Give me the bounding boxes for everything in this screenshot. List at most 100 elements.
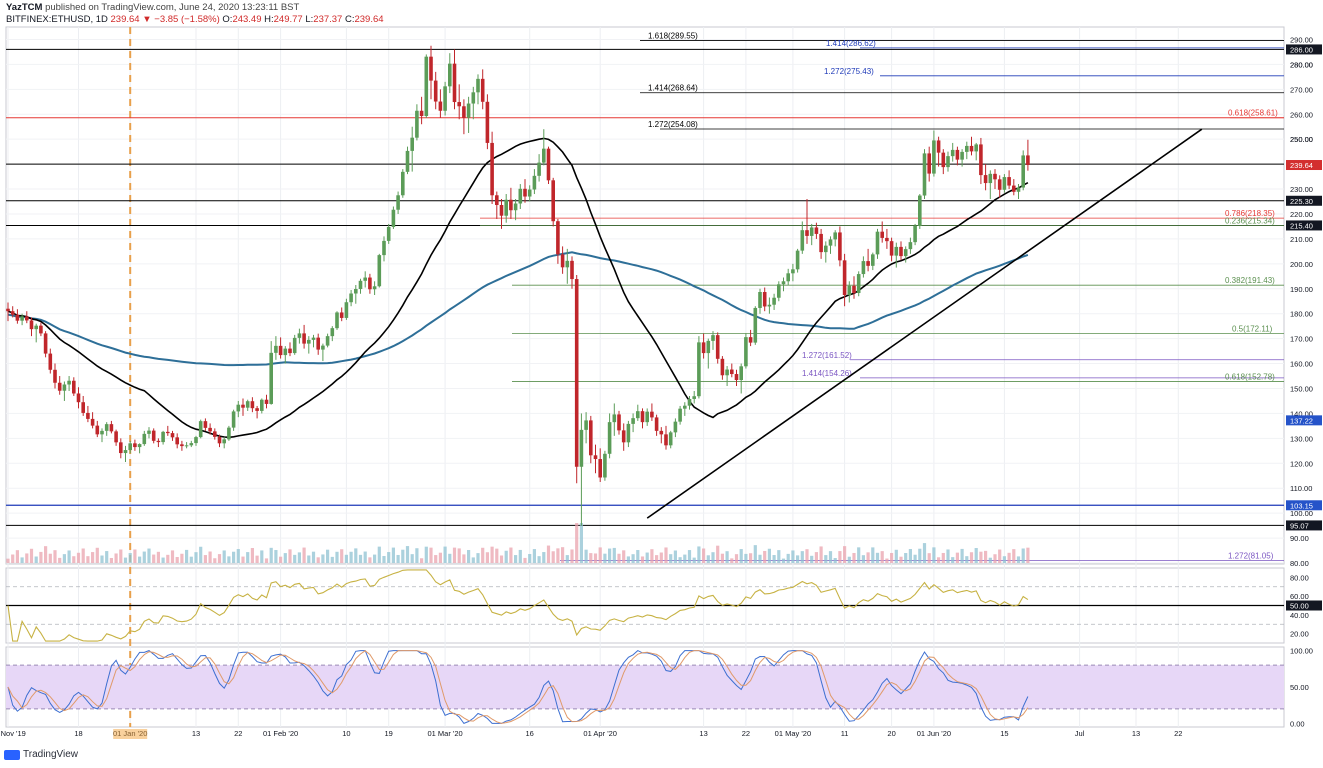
candle-body xyxy=(960,151,964,160)
volume-bar xyxy=(791,550,795,563)
candle-body xyxy=(43,333,48,354)
y-axis-label: 90.00 xyxy=(1290,534,1309,543)
candle-body xyxy=(25,316,29,321)
volume-bar xyxy=(387,552,391,563)
candle-body xyxy=(29,320,34,330)
volume-bar xyxy=(279,556,283,563)
candle-body xyxy=(744,337,748,367)
rsi-axis-label: 60.00 xyxy=(1290,592,1309,601)
volume-bar xyxy=(499,555,504,563)
candle-body xyxy=(537,162,541,176)
candle-body xyxy=(640,411,645,423)
fib-level-label: 1.414(154.26) xyxy=(802,369,852,378)
candle-body xyxy=(363,277,367,281)
candle-body xyxy=(762,292,767,307)
x-axis-label: 18 xyxy=(74,729,82,738)
x-axis-label: 10 xyxy=(342,729,350,738)
volume-bar xyxy=(843,546,847,563)
volume-bar xyxy=(203,555,207,563)
candle-body xyxy=(471,92,476,104)
candle-body xyxy=(593,455,598,460)
volume-bar xyxy=(593,553,598,563)
candle-body xyxy=(871,254,875,266)
candle-body xyxy=(1021,155,1025,188)
candle-body xyxy=(67,380,71,385)
volume-bar xyxy=(250,548,254,563)
volume-bar xyxy=(598,547,602,563)
candle-body xyxy=(316,337,320,350)
volume-bar xyxy=(123,557,128,563)
fib-level-label: 1.414(286.62) xyxy=(826,39,876,48)
volume-bar xyxy=(114,553,118,563)
y-axis-label: 280.00 xyxy=(1290,60,1313,69)
candle-body xyxy=(988,173,993,184)
candle-body xyxy=(386,226,391,241)
tradingview-brand: TradingView xyxy=(23,749,79,760)
volume-bar xyxy=(655,555,659,563)
candle-body xyxy=(1012,185,1016,192)
candle-body xyxy=(443,86,447,111)
tradingview-logo[interactable]: TradingView xyxy=(4,749,78,760)
volume-bar xyxy=(377,546,381,563)
x-axis-label: 22 xyxy=(234,729,242,738)
candle-body xyxy=(396,195,400,210)
y-axis-label: 150.00 xyxy=(1290,384,1313,393)
volume-bar xyxy=(777,550,781,563)
volume-bar xyxy=(53,550,57,563)
volume-bar xyxy=(885,558,889,563)
candle-body xyxy=(668,432,673,446)
close-value: 239.64 xyxy=(354,14,384,25)
y-axis-label: 160.00 xyxy=(1290,360,1313,369)
volume-bar xyxy=(979,551,983,563)
candle-body xyxy=(574,279,579,467)
candle-body xyxy=(6,308,10,312)
volume-bar xyxy=(927,553,931,563)
candle-body xyxy=(147,430,151,434)
candle-body xyxy=(184,445,189,447)
volume-bar xyxy=(81,548,85,563)
volume-bar xyxy=(241,556,245,563)
volume-bar xyxy=(828,551,833,563)
candle-body xyxy=(885,237,889,242)
candle-body xyxy=(795,250,800,270)
fib-level-label: 1.272(81.05) xyxy=(1228,551,1274,560)
candle-body xyxy=(166,431,170,434)
x-axis-label: 19 xyxy=(385,729,393,738)
volume-bar xyxy=(720,553,724,563)
volume-bar xyxy=(518,549,522,563)
volume-bar xyxy=(91,552,95,563)
candle-body xyxy=(452,63,457,103)
volume-bar xyxy=(692,557,696,563)
candle-body xyxy=(485,101,490,143)
volume-bar xyxy=(951,557,955,563)
volume-bar xyxy=(796,555,800,563)
volume-bar xyxy=(311,551,316,563)
volume-bar xyxy=(415,548,419,563)
candle-body xyxy=(415,110,419,138)
stoch-axis-label: 100.00 xyxy=(1290,647,1313,656)
volume-bar xyxy=(800,551,804,563)
candle-body xyxy=(354,289,358,294)
volume-bar xyxy=(697,546,701,563)
candle-body xyxy=(781,281,786,285)
volume-bar xyxy=(481,547,485,563)
volume-bar xyxy=(814,552,818,563)
symbol-info-bar: BITFINEX:ETHUSD, 1D 239.64 ▼ −3.85 (−1.5… xyxy=(6,14,384,25)
candle-body xyxy=(100,430,104,435)
volume-bar xyxy=(232,551,236,563)
candle-body xyxy=(621,430,626,443)
candle-body xyxy=(151,430,156,441)
volume-bar xyxy=(217,554,222,563)
candle-body xyxy=(603,453,607,478)
price-pane-frame xyxy=(5,26,1285,565)
candle-body xyxy=(231,411,236,428)
volume-bar xyxy=(227,556,231,563)
candle-body xyxy=(180,444,184,447)
x-axis-label: 22 xyxy=(1174,729,1182,738)
candle-body xyxy=(767,304,772,307)
candle-body xyxy=(748,337,753,343)
candle-body xyxy=(889,241,894,256)
y-axis-label: 180.00 xyxy=(1290,310,1313,319)
candle-body xyxy=(245,401,250,408)
